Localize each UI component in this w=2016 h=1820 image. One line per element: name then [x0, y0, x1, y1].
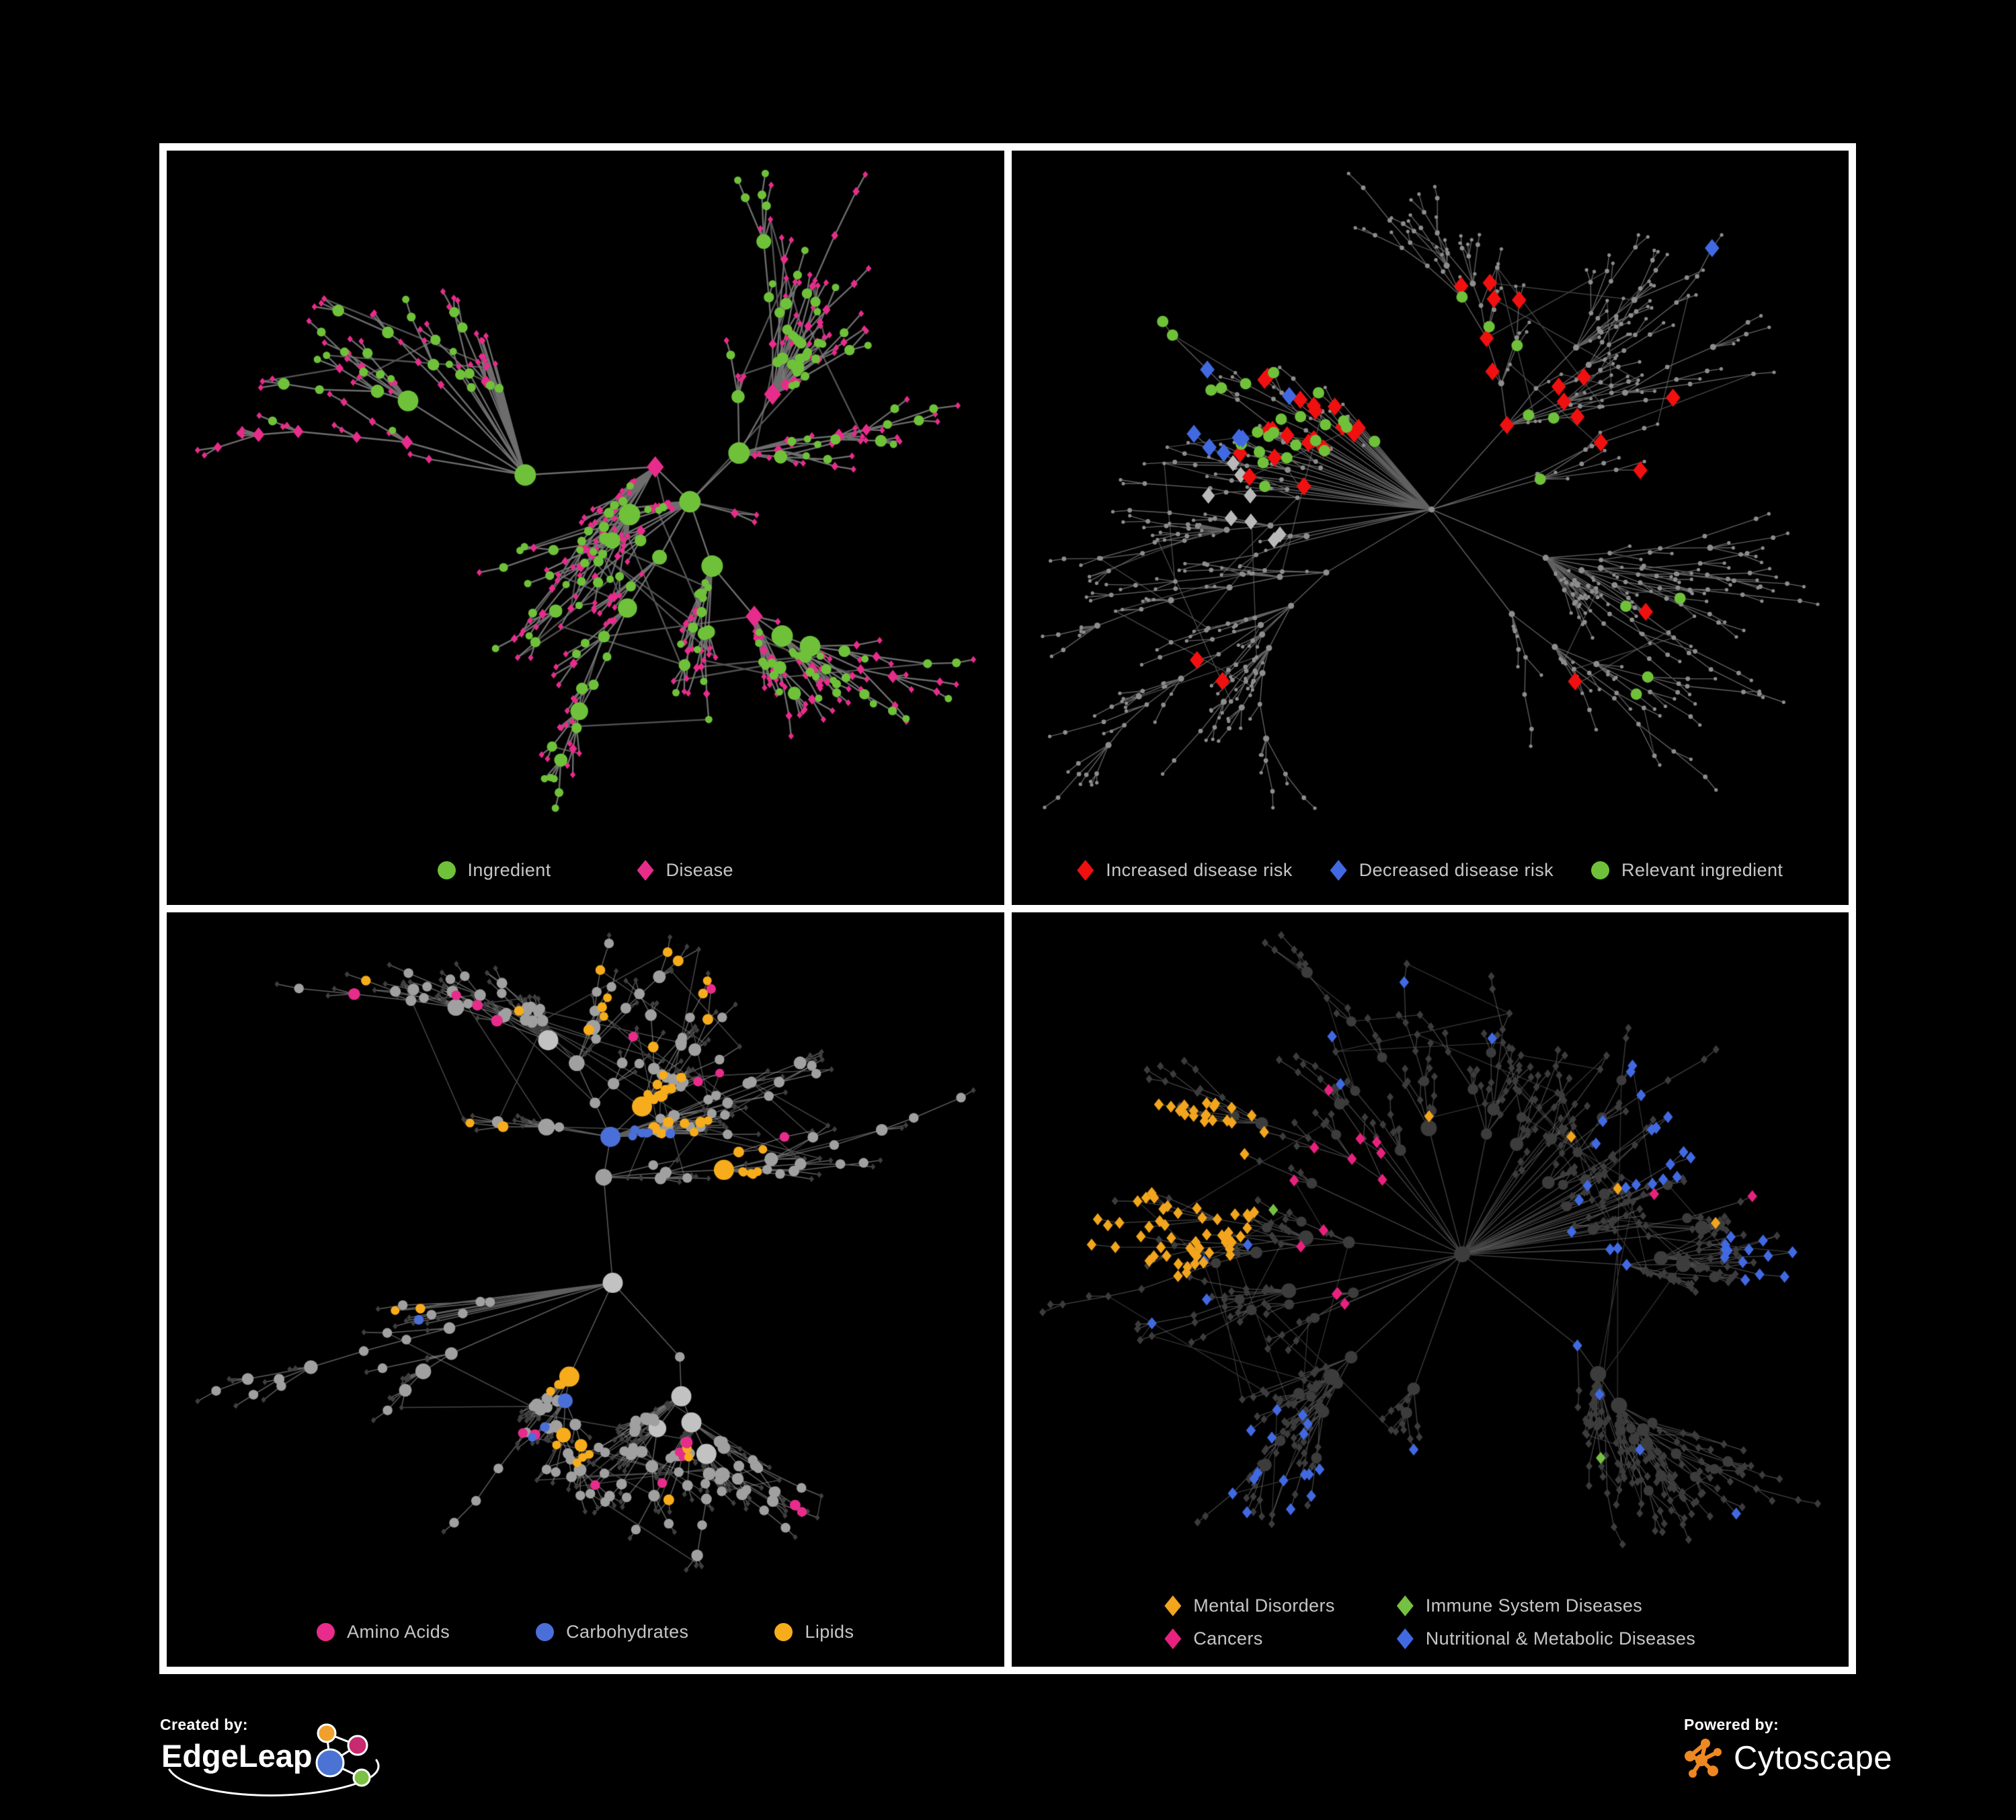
legend-label: Increased disease risk: [1106, 860, 1293, 880]
amino-acids-legend-marker-icon: [317, 1623, 335, 1641]
increased-risk-legend-marker-icon: [1077, 860, 1094, 881]
legend-item: Ingredient: [437, 860, 551, 881]
lipids-legend-marker-icon: [774, 1623, 793, 1641]
legend-item: Amino Acids: [317, 1622, 450, 1643]
legend-label: Relevant ingredient: [1621, 860, 1783, 880]
panel-nutrients: Amino Acids Carbohydrates Lipids: [167, 912, 1004, 1667]
panel-ingredient-disease: Ingredient Disease: [167, 151, 1004, 905]
legend-item: Disease: [637, 860, 733, 881]
carbohydrates-legend-marker-icon: [536, 1623, 555, 1641]
legend-item: Immune System Diseases: [1396, 1595, 1695, 1616]
edgeleap-logo-icon: [168, 1723, 380, 1796]
legend-item: Carbohydrates: [536, 1622, 688, 1643]
legend-label: Disease: [666, 860, 733, 880]
disease-legend-marker-icon: [637, 860, 654, 881]
legend-label: Nutritional & Metabolic Diseases: [1425, 1628, 1696, 1649]
legend-label: Mental Disorders: [1193, 1595, 1335, 1616]
ingredient-disease-network-canvas: [167, 151, 1004, 824]
legend-disease-risk: Increased disease risk Decreased disease…: [1012, 860, 1849, 881]
immune-diseases-legend-marker-icon: [1396, 1595, 1414, 1616]
cytoscape-logo: Cytoscape: [1684, 1736, 1892, 1780]
powered-by-block: Powered by:: [1684, 1716, 1892, 1813]
panel-disease-risk: Increased disease risk Decreased disease…: [1011, 151, 1849, 905]
legend-item: Lipids: [774, 1622, 854, 1643]
legend-item: Nutritional & Metabolic Diseases: [1396, 1628, 1696, 1649]
legend-label: Immune System Diseases: [1425, 1595, 1643, 1616]
legend-item: Mental Disorders: [1164, 1595, 1334, 1616]
legend-disease-classes: Mental Disorders Immune System Diseases …: [1012, 1595, 1849, 1649]
legend-item: Relevant ingredient: [1591, 860, 1783, 881]
cytoscape-logo-wordmark: Cytoscape: [1734, 1740, 1893, 1776]
legend-ingredient-disease: Ingredient Disease: [167, 860, 1004, 881]
legend-label: Amino Acids: [347, 1622, 450, 1642]
cancers-legend-marker-icon: [1164, 1628, 1182, 1649]
nutrients-network-canvas: [167, 912, 1004, 1586]
relevant-ingredient-legend-marker-icon: [1591, 861, 1610, 879]
disease-classes-network-canvas: [1011, 912, 1849, 1560]
edgeleap-logo-wordmark: EdgeLeap: [161, 1738, 313, 1774]
mental-disorders-legend-marker-icon: [1164, 1595, 1182, 1616]
powered-by-caption: Powered by:: [1684, 1716, 1779, 1733]
decreased-risk-legend-marker-icon: [1330, 860, 1347, 881]
legend-label: Cancers: [1193, 1628, 1263, 1649]
disease-risk-network-canvas: [1011, 151, 1849, 824]
cytoscape-logo-icon: [1685, 1739, 1722, 1778]
legend-label: Decreased disease risk: [1359, 860, 1554, 880]
created-by-caption: Created by:: [160, 1716, 248, 1733]
ingredient-legend-marker-icon: [437, 861, 456, 879]
legend-label: Ingredient: [467, 860, 551, 880]
legend-item: Cancers: [1164, 1628, 1334, 1649]
legend-item: Decreased disease risk: [1330, 860, 1554, 881]
panel-grid: Ingredient Disease Increased disease ris…: [159, 143, 1856, 1674]
legend-item: Increased disease risk: [1077, 860, 1292, 881]
legend-label: Carbohydrates: [566, 1622, 689, 1642]
legend-nutrients: Amino Acids Carbohydrates Lipids: [167, 1622, 1004, 1643]
created-by-block: Created by: EdgeLeap: [160, 1716, 395, 1813]
panel-disease-classes: Mental Disorders Immune System Diseases …: [1011, 912, 1849, 1667]
nutritional-metabolic-legend-marker-icon: [1396, 1628, 1414, 1649]
legend-label: Lipids: [805, 1622, 854, 1642]
